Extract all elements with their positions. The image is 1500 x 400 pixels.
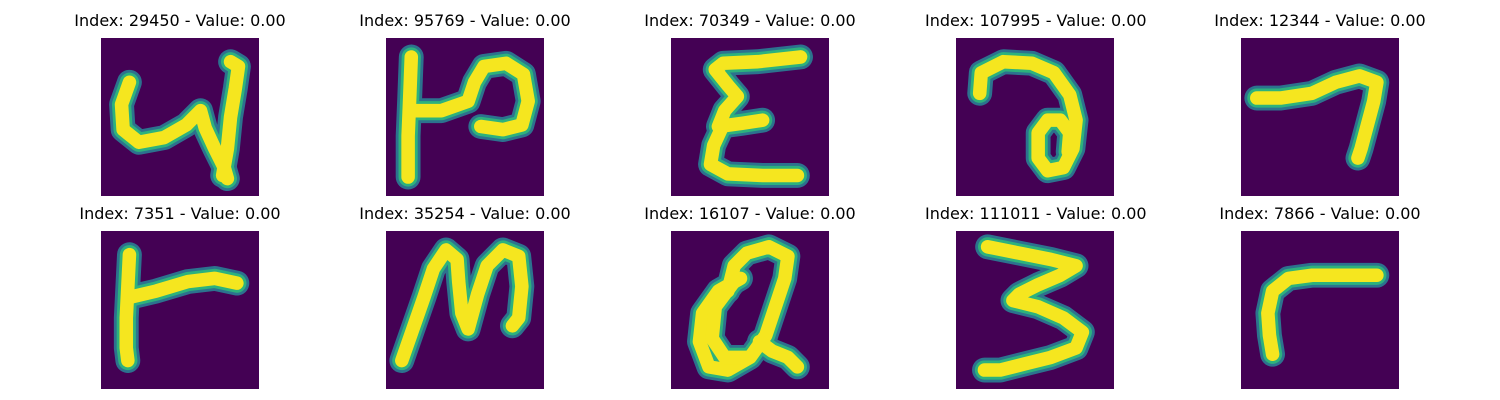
digit-image — [101, 38, 259, 196]
glyph-stroke — [972, 54, 1083, 178]
panel-7: Index: 35254 - Value: 0.00 — [355, 203, 575, 389]
digit-image — [386, 38, 544, 196]
digit-image — [101, 231, 259, 389]
glyph-stroke — [752, 334, 805, 374]
panel-8: Index: 16107 - Value: 0.00 — [640, 203, 860, 389]
panel-title: Index: 95769 - Value: 0.00 — [359, 11, 571, 30]
glyph-stroke — [692, 240, 795, 377]
glyph-stroke — [122, 271, 244, 305]
digit-image — [671, 38, 829, 196]
digit-image — [956, 231, 1114, 389]
digit-image — [671, 231, 829, 389]
panel-1: Index: 29450 - Value: 0.00 — [70, 10, 290, 196]
glyph-stroke — [1261, 268, 1384, 362]
panel-title: Index: 16107 - Value: 0.00 — [644, 204, 856, 223]
panel-6: Index: 7351 - Value: 0.00 — [70, 203, 290, 389]
glyph-stroke — [705, 274, 754, 365]
glyph-stroke — [703, 118, 805, 183]
panel-title: Index: 29450 - Value: 0.00 — [74, 11, 286, 30]
panel-title: Index: 12344 - Value: 0.00 — [1214, 11, 1426, 30]
glyph-stroke — [1250, 69, 1384, 165]
digit-image — [956, 38, 1114, 196]
glyph-stroke — [977, 240, 1090, 377]
panel-3: Index: 70349 - Value: 0.00 — [640, 10, 860, 196]
panel-4: Index: 107995 - Value: 0.00 — [925, 10, 1147, 196]
panel-title: Index: 7866 - Value: 0.00 — [1219, 204, 1421, 223]
digit-image — [1241, 38, 1399, 196]
glyph-stroke — [114, 75, 235, 186]
glyph-stroke — [395, 243, 529, 368]
glyph-stroke — [119, 247, 137, 368]
panel-title: Index: 35254 - Value: 0.00 — [359, 204, 571, 223]
panel-title: Index: 7351 - Value: 0.00 — [79, 204, 281, 223]
panel-title: Index: 107995 - Value: 0.00 — [925, 11, 1147, 30]
panel-title: Index: 70349 - Value: 0.00 — [644, 11, 856, 30]
digit-image — [1241, 231, 1399, 389]
panel-10: Index: 7866 - Value: 0.00 — [1210, 203, 1430, 389]
panel-5: Index: 12344 - Value: 0.00 — [1210, 10, 1430, 196]
glyph-stroke — [404, 56, 535, 137]
panel-9: Index: 111011 - Value: 0.00 — [925, 203, 1147, 389]
glyph-stroke — [708, 50, 808, 134]
digit-image — [386, 231, 544, 389]
panel-2: Index: 95769 - Value: 0.00 — [355, 10, 575, 196]
glyph-stroke — [215, 54, 246, 183]
panel-title: Index: 111011 - Value: 0.00 — [925, 204, 1147, 223]
